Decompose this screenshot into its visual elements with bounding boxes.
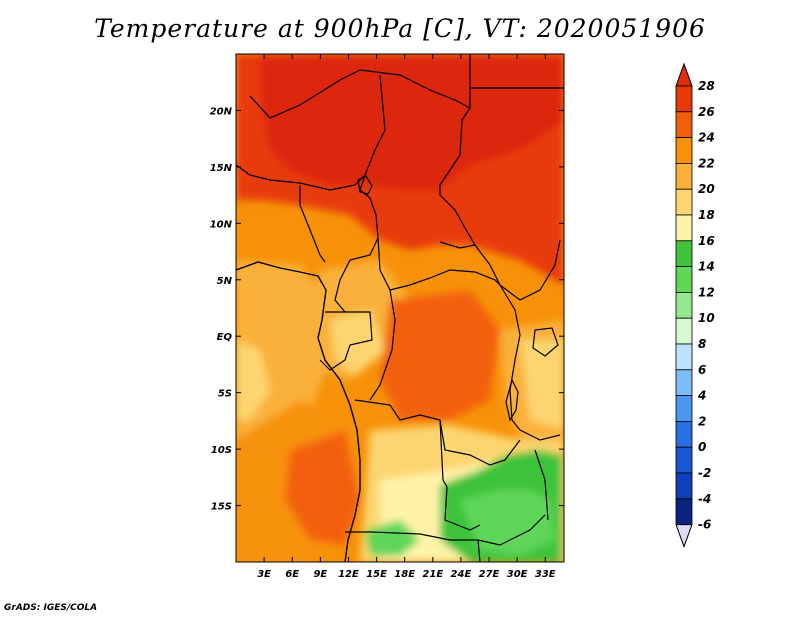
grads-credit: GrADS: IGES/COLA (4, 603, 98, 613)
colorbar-label: -4 (698, 492, 711, 506)
colorbar-label: 8 (698, 337, 706, 351)
lat-tick-label: 20N (210, 106, 233, 117)
border-car-south (377, 237, 501, 291)
colorbar-bottom-arrow (675, 524, 693, 549)
colorbar-label: 2 (698, 414, 706, 428)
colorbar-swatch (675, 188, 693, 216)
lat-tick-label: 15N (210, 163, 233, 174)
colorbar-swatch (675, 395, 693, 422)
lake-victoria-outline (532, 327, 559, 357)
colorbar-label: 18 (698, 208, 715, 222)
colorbar-label: -2 (698, 466, 711, 480)
border-tanzania-mozambique (519, 429, 561, 441)
border-namibia-botswana (477, 539, 481, 562)
lat-tick-label: EQ (217, 332, 233, 343)
colorbar-swatch (675, 266, 693, 293)
colorbar-swatch (675, 291, 693, 319)
map-title: Temperature at 900hPa [C], VT: 202005190… (94, 14, 706, 43)
colorbar-label: 20 (698, 182, 715, 196)
colorbar-label: 6 (698, 363, 706, 377)
lon-tick-label: 12E (338, 569, 359, 580)
colorbar-label: 28 (698, 79, 715, 93)
colorbar-swatch (675, 137, 693, 164)
colorbar-swatch (675, 420, 693, 448)
colorbar-label: 16 (698, 234, 715, 248)
border-nigeria-east (299, 185, 326, 263)
border-sudan-south (474, 239, 561, 301)
colorbar-top-arrow (675, 62, 693, 87)
field-contour-18-east (520, 340, 564, 430)
lon-tick-label: 15E (366, 569, 387, 580)
border-congo-drc (369, 289, 396, 401)
lake-tanganyika-outline (505, 378, 519, 422)
field-contour-24-basin (380, 290, 500, 420)
lon-tick-label: 27E (479, 569, 500, 580)
colorbar-label: -6 (698, 518, 711, 532)
border-zambia-south (477, 514, 546, 546)
colorbar-swatch (675, 343, 693, 371)
lon-tick-label: 33E (535, 569, 556, 580)
colorbar-swatch (675, 369, 693, 396)
colorbar-swatch (675, 85, 693, 113)
lat-tick-label: 5N (217, 276, 233, 287)
temperature-field (236, 54, 564, 562)
field-contour-12-south (460, 490, 555, 556)
lat-tick-label: 15S (211, 502, 232, 513)
lon-tick-label: 3E (257, 569, 271, 580)
lat-tick-label: 10S (211, 445, 232, 456)
border-sahel-west (236, 164, 366, 191)
longitude-ticks: 3E 6E 9E 12E 15E 18E 21E 24E 27E 30E 33E (257, 54, 556, 580)
colorbar-swatch (675, 240, 693, 268)
colorbar-label: 14 (698, 260, 715, 274)
latitude-ticks: 20N 15N 10N 5N EQ 5S 10S 15S (210, 106, 564, 513)
border-malawi (534, 449, 549, 521)
lat-tick-label: 5S (218, 389, 232, 400)
colorbar-label: 26 (698, 105, 715, 119)
border-chad-east (439, 107, 476, 249)
lon-tick-label: 18E (394, 569, 415, 580)
colorbar-swatch (675, 317, 693, 345)
lat-tick-label: 10N (210, 219, 233, 230)
lon-tick-label: 6E (285, 569, 299, 580)
border-chad-west (359, 74, 386, 239)
field-contour-18-coast (236, 340, 270, 420)
colorbar-swatch (675, 111, 693, 139)
map-frame (235, 53, 565, 563)
colorbar-label: 4 (697, 389, 706, 403)
border-gabon-congo (319, 311, 373, 371)
colorbar-swatch (675, 446, 693, 474)
lake-chad-outline (357, 175, 373, 195)
border-angola-zambia (439, 419, 481, 531)
field-contour-24-sw (285, 430, 360, 545)
colorbar-swatch (675, 498, 693, 525)
colorbar-label: 12 (698, 285, 715, 299)
colorbar-label: 22 (698, 156, 715, 170)
colorbar-label: 24 (698, 131, 715, 145)
colorbar-swatch (675, 162, 693, 190)
border-sahara-north (249, 54, 471, 119)
border-drc-east (499, 284, 521, 431)
colorbar-label: 10 (698, 311, 715, 325)
field-contour-14-angola (365, 520, 420, 556)
colorbar-swatch (675, 214, 693, 242)
colorbar-label: 0 (698, 440, 706, 454)
lon-tick-label: 21E (422, 569, 443, 580)
lon-tick-label: 30E (507, 569, 528, 580)
colorbar-swatch (675, 472, 693, 500)
border-angola-namibia (345, 531, 478, 541)
lon-tick-label: 24E (451, 569, 472, 580)
border-cameroon (334, 237, 379, 313)
border-drc-angola (354, 399, 521, 466)
political-boundaries (236, 54, 564, 562)
coastline (236, 261, 361, 562)
lon-tick-label: 9E (313, 569, 327, 580)
